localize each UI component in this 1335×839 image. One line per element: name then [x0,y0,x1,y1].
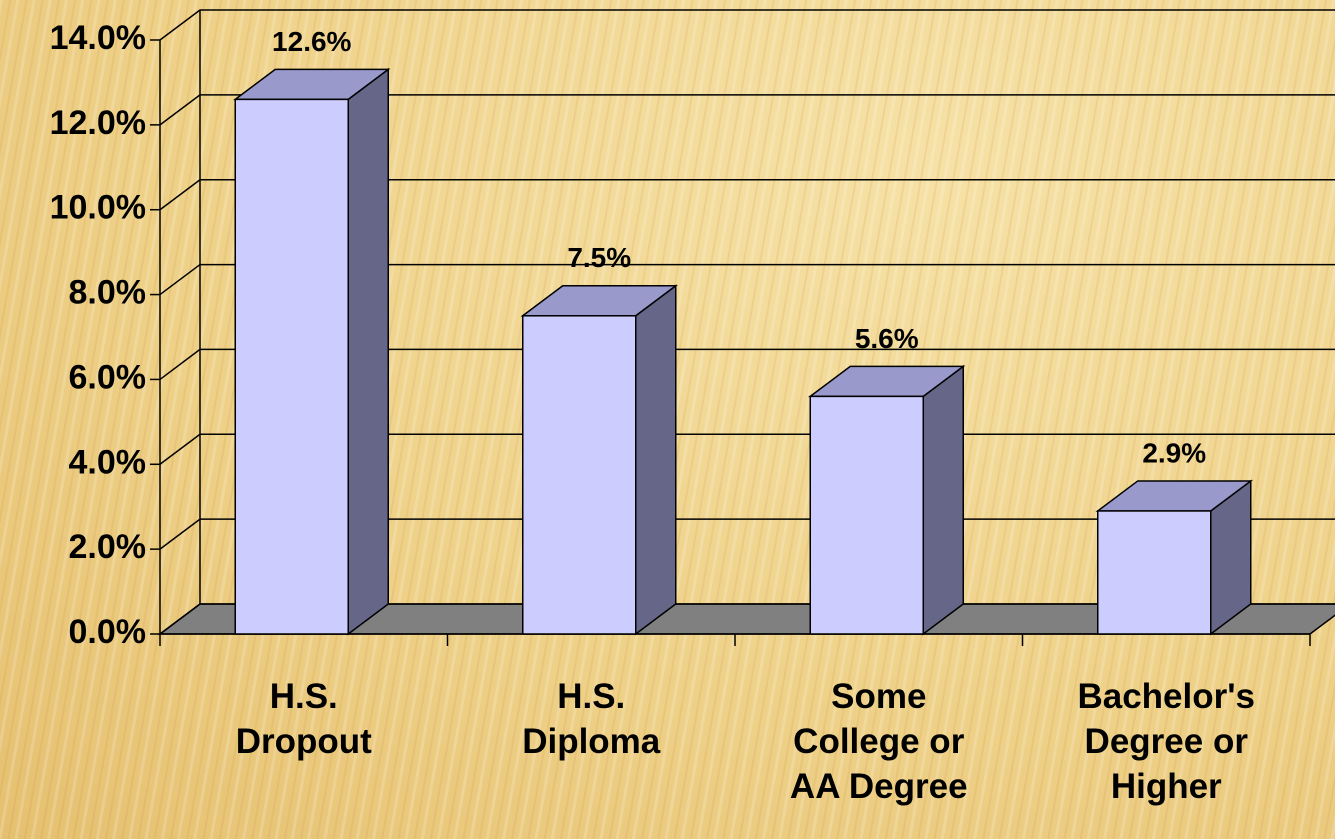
grid-line [159,263,1335,296]
y-tick-label: 0.0% [69,613,147,651]
bar-side [347,67,389,636]
y-tick-label: 8.0% [69,274,147,312]
grid-line [159,178,1335,211]
value-label: 12.6% [272,26,351,57]
grid-line [159,348,1335,381]
value-label: 2.9% [1142,437,1206,468]
bar-side [922,364,964,636]
bar [1095,479,1253,636]
bar-front [809,395,924,635]
bar-front [522,315,637,635]
bar-front [1097,510,1212,635]
x-tick-label: H.S. Dropout [235,677,372,761]
value-label: 5.6% [855,323,919,354]
y-tick-label: 4.0% [69,443,147,481]
y-tick-label: 2.0% [69,528,147,566]
bar-front [234,98,349,635]
y-tick-label: 10.0% [50,189,146,227]
value-label: 7.5% [567,242,631,273]
x-tick-label: Some College or AA Degree [789,677,968,806]
grid-line [159,9,1335,41]
y-tick-label: 14.0% [50,19,146,57]
grid-line [159,94,1335,126]
bar-side [635,284,677,636]
y-tick-label: 12.0% [50,104,146,142]
x-tick-label: H.S. Diploma [522,677,661,761]
y-tick-label: 6.0% [69,358,147,396]
x-tick-label: Bachelor's Degree or Higher [1077,677,1256,806]
bar [808,364,966,636]
bar [520,284,678,636]
bar [233,67,391,636]
